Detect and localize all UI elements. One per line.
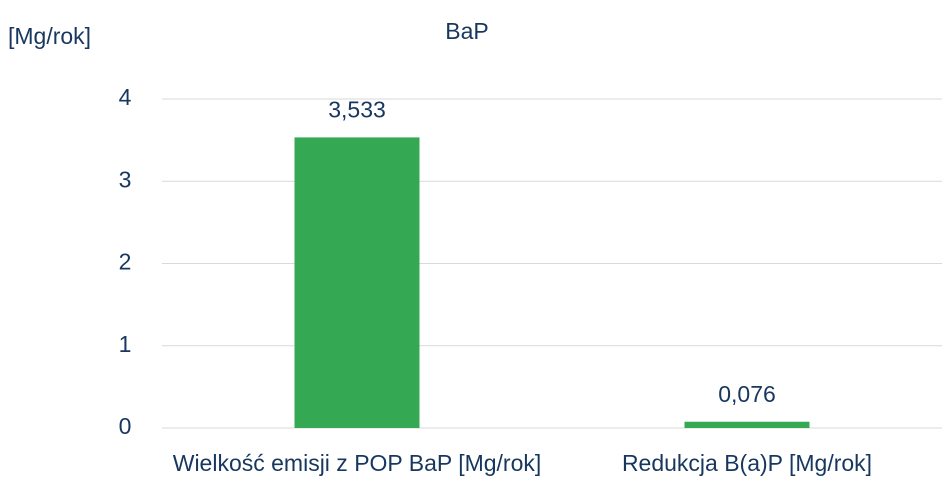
x-tick-label: Redukcja B(a)P [Mg/rok] — [622, 450, 872, 476]
y-axis-label: [Mg/rok] — [8, 23, 91, 49]
y-tick-label: 1 — [119, 331, 132, 357]
bar — [294, 137, 420, 428]
data-label: 0,076 — [718, 381, 776, 407]
y-tick-label: 3 — [119, 166, 132, 192]
data-label: 3,533 — [328, 96, 386, 122]
chart-title: BaP — [445, 18, 488, 44]
y-tick-label: 0 — [119, 413, 132, 439]
y-tick-label: 2 — [119, 249, 132, 275]
bar — [684, 421, 810, 428]
x-tick-label: Wielkość emisji z POP BaP [Mg/rok] — [173, 450, 542, 476]
y-tick-label: 4 — [119, 84, 132, 110]
